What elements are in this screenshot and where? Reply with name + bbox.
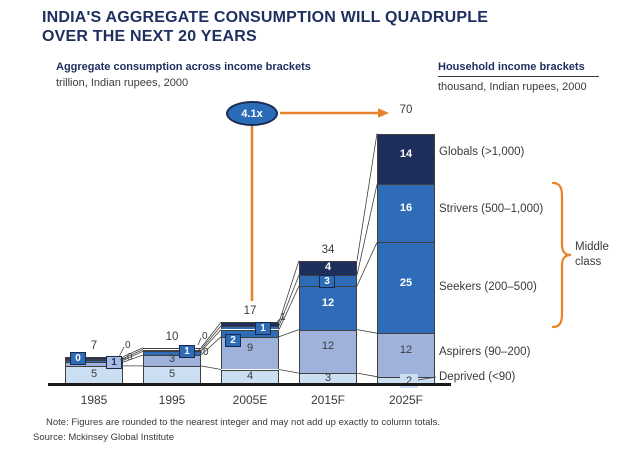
bar-segment	[377, 242, 435, 334]
page-title-line2: OVER THE NEXT 20 YEARS	[42, 28, 257, 45]
bar-total-label: 70	[399, 104, 413, 116]
x-axis-line	[48, 383, 451, 386]
segment-value-label: 25	[399, 276, 413, 289]
legend-label: Strivers (500–1,000)	[439, 203, 544, 215]
value-callout: 0	[202, 331, 208, 342]
segment-value-label: 5	[168, 367, 176, 380]
bar-total-label: 34	[321, 243, 335, 256]
bar-total-label: 17	[243, 305, 257, 318]
segment-value-label: 16	[399, 202, 413, 215]
segment-value-label: 4	[324, 260, 332, 273]
value-badge: 1	[179, 344, 195, 358]
bar-segment	[299, 373, 357, 384]
value-badge: 1	[106, 355, 122, 369]
bar-total-label: 7	[90, 339, 98, 352]
value-callout: 0	[125, 340, 131, 351]
bar-segment	[221, 329, 279, 337]
legend-label: Aspirers (90–200)	[439, 346, 531, 358]
x-axis-label: 2025F	[388, 393, 424, 407]
legend-label: Seekers (200–500)	[439, 281, 537, 293]
middle-class-label: Middle class	[575, 241, 609, 268]
bar-segment	[299, 329, 357, 374]
segment-value-label: 12	[321, 296, 335, 309]
value-badge: 3	[319, 274, 335, 288]
segment-value-label: 3	[168, 353, 176, 366]
value-badge: 2	[225, 333, 241, 347]
bar-segment	[221, 369, 279, 384]
legend-label: Globals (>1,000)	[439, 146, 525, 158]
bar-segment	[377, 133, 435, 185]
bar-total-label: 10	[165, 330, 179, 343]
bar-segment	[377, 184, 435, 243]
bar-segment	[221, 322, 279, 326]
page-title: INDIA'S AGGREGATE CONSUMPTION WILL QUADR…	[42, 8, 562, 46]
chart-subtitle-left: Aggregate consumption across income brac…	[56, 61, 311, 73]
segment-value-label: 5	[90, 367, 98, 380]
bar-segment	[65, 362, 123, 366]
bar-segment	[65, 360, 123, 363]
segment-value-label: 9	[246, 342, 254, 355]
x-axis-label: 2015F	[310, 393, 346, 407]
legend-unit: thousand, Indian rupees, 2000	[438, 81, 587, 93]
page-title-line1: INDIA'S AGGREGATE CONSUMPTION WILL QUADR…	[42, 9, 489, 26]
bar-segment	[299, 286, 357, 330]
source-text: Source: Mckinsey Global Institute	[33, 432, 174, 443]
bar-segment	[221, 325, 279, 330]
x-axis-label: 1985	[80, 393, 108, 407]
segment-value-label: 12	[399, 344, 413, 356]
value-callout: 1	[280, 312, 286, 323]
segment-value-label: 3	[324, 371, 332, 384]
segment-value-label: 14	[399, 147, 413, 160]
value-badge: 1	[255, 321, 271, 335]
segment-value-label: 12	[321, 340, 335, 353]
value-callout: 0	[127, 352, 133, 363]
value-callout: 0	[203, 347, 209, 358]
value-badge: 0	[70, 351, 86, 365]
legend-heading: Household income brackets	[438, 61, 599, 77]
legend-label: Deprived (<90)	[439, 371, 516, 383]
x-axis-label: 2005E	[232, 393, 268, 407]
x-axis-label: 1995	[158, 393, 186, 407]
note-text: Note: Figures are rounded to the nearest…	[46, 417, 440, 428]
segment-value-label: 4	[246, 369, 254, 382]
bar-segment	[65, 365, 123, 384]
bar-segment	[143, 365, 201, 384]
bar-segment	[377, 333, 435, 377]
chart-unit-left: trillion, Indian rupees, 2000	[56, 77, 189, 89]
growth-multiplier-badge: 4.1x	[226, 101, 278, 126]
bar-segment	[299, 260, 357, 276]
bar-segment	[143, 355, 201, 366]
